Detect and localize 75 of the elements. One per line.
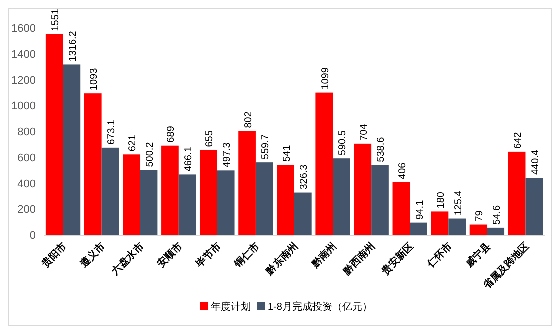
legend-label: 年度计划 [211,301,251,313]
data-label: 655 [204,130,216,148]
y-tick-label: 400 [18,178,36,190]
y-tick-label: 0 [30,230,36,242]
y-tick-label: 200 [18,204,36,216]
bar [526,178,544,235]
bar [470,224,488,235]
bar [84,94,102,235]
x-tick-label: 贵安新区 [378,240,416,278]
x-tick-label: 威宁县 [462,240,494,272]
data-label: 541 [282,144,293,162]
data-label: 79 [474,210,486,222]
bar [333,158,350,235]
data-label: 559.7 [260,134,272,160]
bar [277,165,294,235]
bar [316,92,334,235]
data-label: 497.3 [222,142,234,168]
bar [63,64,81,235]
x-tick-label: 黔东南州 [263,240,301,278]
data-label: 500.2 [145,142,156,168]
bar [392,182,410,235]
bar [140,170,158,235]
bar [217,170,235,235]
x-tick-label: 仁怀市 [424,240,455,272]
y-tick-label: 1200 [12,74,36,87]
legend-label: 1-8月完成投资（亿元） [268,301,372,313]
data-label: 704 [358,124,370,141]
bar [200,150,218,235]
bar [256,162,274,235]
x-tick-label: 六盘水市 [108,240,146,278]
data-label: 406 [397,162,408,180]
x-tick-label: 黔西南州 [340,240,378,278]
bar [102,148,120,235]
data-label: 1551 [50,8,62,32]
bar [46,34,64,235]
data-label: 466.1 [184,146,195,172]
data-label: 180 [436,192,447,209]
data-label: 94.1 [414,200,426,220]
data-label: 54.6 [492,205,503,225]
data-label: 673.1 [106,119,118,145]
bar [238,131,256,235]
bar [123,154,140,235]
data-label: 1093 [89,68,100,91]
x-tick-label: 遵义市 [78,240,108,272]
y-tick-label: 1600 [12,23,36,35]
bar [354,144,372,235]
bar [372,165,389,235]
data-label: 689 [166,126,178,143]
bar [162,146,179,235]
bar [508,152,526,235]
data-label: 642 [513,132,524,149]
data-label: 802 [243,111,254,128]
data-label: 440.4 [530,150,542,176]
data-label: 1316.2 [68,30,79,62]
data-label: 538.6 [376,136,388,162]
bar [431,212,449,235]
y-tick-label: 1400 [12,48,36,61]
y-tick-label: 600 [18,152,36,164]
data-label: 125.4 [453,190,464,216]
x-tick-label: 铜仁市 [232,240,262,272]
y-tick-label: 1000 [12,100,36,113]
bar [448,218,466,235]
bar [178,174,196,235]
data-label: 1099 [320,67,332,90]
bar [294,192,312,235]
x-tick-label: 安顺市 [155,240,186,270]
data-label: 590.5 [338,130,349,156]
bar [410,222,428,235]
x-tick-label: 黔南州 [308,240,340,272]
bar [487,228,505,235]
x-tick-label: 贵阳市 [38,240,70,272]
x-tick-label: 毕节市 [193,240,224,272]
data-label: 326.3 [299,164,310,190]
y-tick-label: 800 [18,126,36,138]
data-label: 621 [128,134,139,152]
